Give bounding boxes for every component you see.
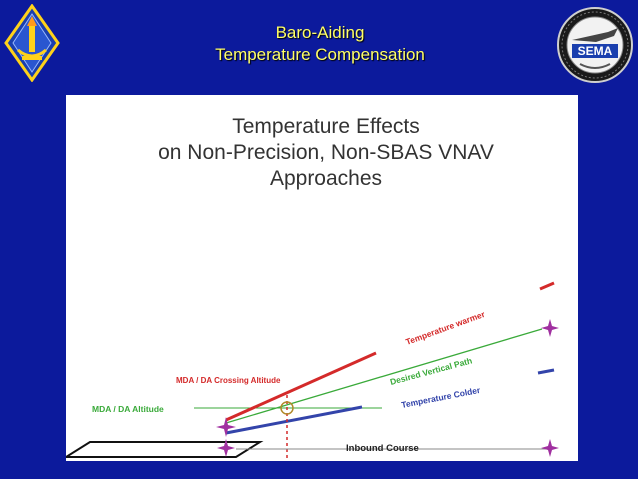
sema-logo-text: SEMA: [578, 44, 613, 58]
diagram-heading-line-1: Temperature Effects: [232, 115, 420, 138]
temperature-warmer-label: Temperature warmer: [404, 309, 486, 347]
mda-da-altitude-label: MDA / DA Altitude: [92, 404, 164, 414]
temperature-colder-line: [225, 405, 363, 435]
diagram-heading-line-2: on Non-Precision, Non-SBAS VNAV: [158, 141, 494, 164]
diagram-panel: Temperature Effects on Non-Precision, No…: [66, 95, 578, 461]
left-emblem-logo: [4, 3, 60, 83]
temperature-colder-legend-dash: [537, 368, 555, 375]
sema-seal-logo: SEMA: [556, 6, 634, 84]
inbound-course-label: Inbound Course: [346, 443, 419, 454]
crossing-point-marker: [280, 401, 294, 415]
desired-vertical-path-line: [225, 328, 543, 424]
slide-title-line-1: Baro-Aiding: [275, 23, 365, 42]
star-marker-lower: [217, 439, 235, 457]
temperature-effects-diagram: Temperature Effects on Non-Precision, No…: [66, 115, 559, 461]
slide-title-line-2: Temperature Compensation: [215, 45, 425, 64]
diagram-heading-line-3: Approaches: [270, 167, 382, 190]
mda-da-crossing-altitude-label: MDA / DA Crossing Altitude: [176, 376, 281, 385]
temperature-warmer-line: [225, 351, 377, 422]
star-marker-path-end: [541, 319, 559, 337]
runway-outline: [66, 441, 264, 458]
star-marker-course-end: [541, 439, 559, 457]
slide-title: Baro-Aiding Temperature Compensation: [150, 22, 490, 66]
temperature-warmer-legend-dash: [539, 281, 555, 291]
star-markers: [216, 319, 559, 457]
temperature-colder-label: Temperature Colder: [400, 385, 481, 410]
star-marker-upper: [216, 417, 236, 437]
